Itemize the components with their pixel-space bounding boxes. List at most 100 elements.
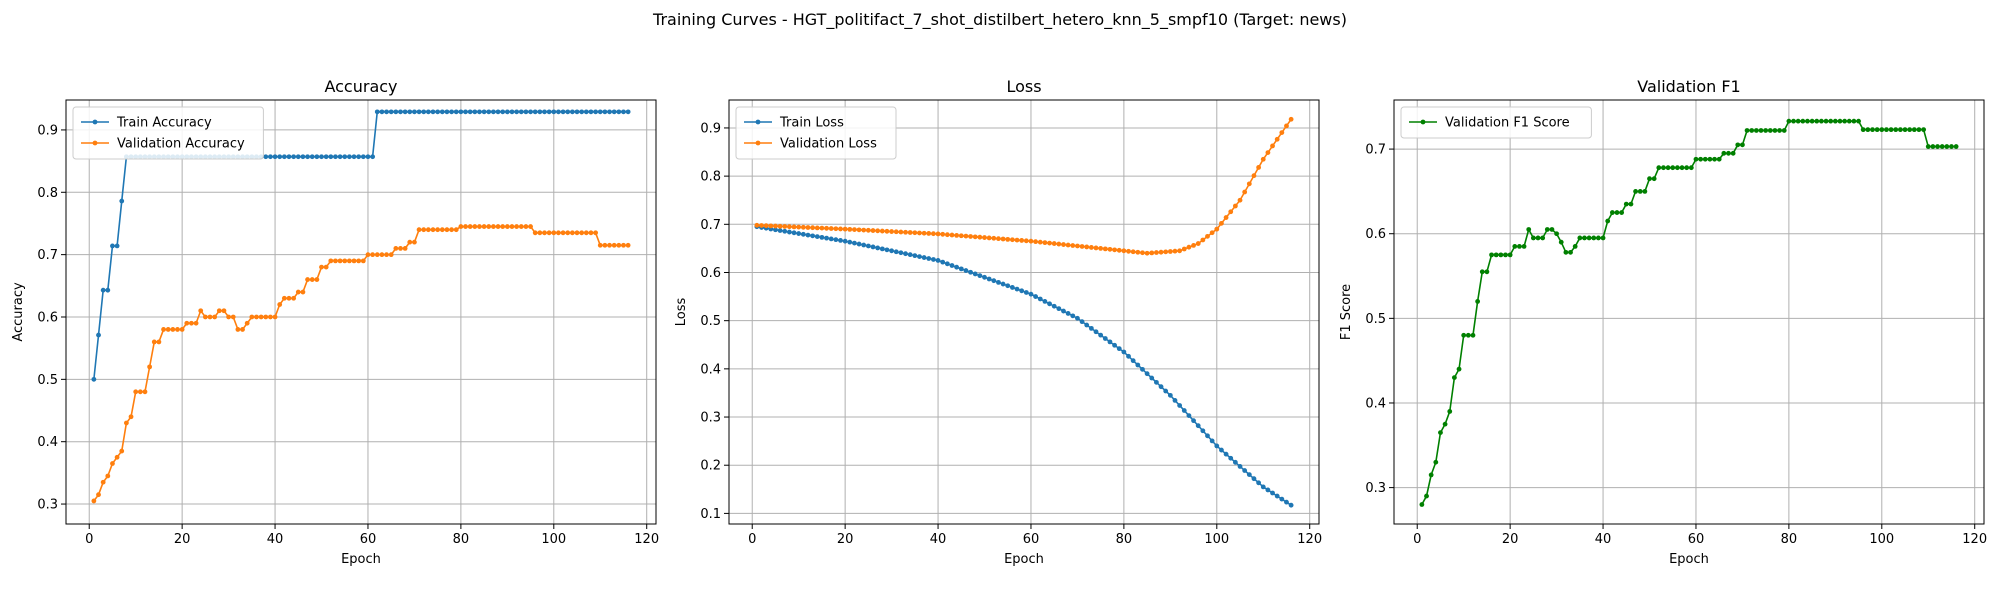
data-point: [1098, 246, 1104, 251]
data-point: [388, 252, 394, 258]
data-point: [1088, 245, 1094, 250]
data-point: [1242, 468, 1248, 473]
data-point: [1237, 464, 1243, 469]
data-point: [1870, 127, 1875, 133]
data-point: [1228, 209, 1234, 215]
data-point: [518, 224, 524, 229]
data-point: [828, 236, 834, 242]
data-point: [574, 109, 580, 115]
data-point: [782, 228, 788, 234]
data-point: [398, 246, 403, 251]
data-point: [1014, 286, 1020, 292]
data-point: [1902, 127, 1908, 133]
figure-suptitle: Training Curves - HGT_politifact_7_shot_…: [652, 10, 1347, 30]
data-point: [1735, 142, 1741, 148]
y-tick-label: 0.6: [1365, 227, 1386, 242]
x-axis-label: Epoch: [1669, 552, 1709, 567]
data-point: [786, 229, 792, 235]
data-point: [1605, 218, 1611, 224]
data-point: [1288, 502, 1294, 508]
data-point: [1805, 118, 1810, 124]
data-point: [500, 224, 506, 229]
data-point: [444, 109, 450, 115]
data-point: [1009, 237, 1015, 243]
data-point: [1517, 244, 1522, 249]
data-point: [305, 277, 310, 282]
data-point: [1623, 201, 1629, 207]
data-point: [1707, 156, 1713, 162]
data-point: [588, 109, 594, 115]
y-tick-label: 0.5: [1365, 312, 1386, 327]
data-point: [1563, 249, 1569, 255]
data-point: [393, 109, 399, 115]
data-point: [1061, 242, 1066, 247]
data-point: [100, 479, 106, 485]
data-point: [1042, 240, 1048, 246]
data-point: [1772, 128, 1778, 133]
data-point: [861, 242, 867, 248]
data-point: [240, 327, 245, 332]
data-point: [926, 231, 932, 236]
data-point: [907, 252, 913, 258]
data-point: [528, 109, 533, 115]
data-point: [1614, 210, 1620, 215]
data-point: [1535, 235, 1541, 241]
data-point: [518, 109, 524, 115]
data-point: [100, 287, 106, 293]
data-point: [1093, 329, 1099, 335]
data-point: [893, 229, 899, 235]
data-point: [879, 246, 885, 252]
data-point: [1921, 127, 1927, 133]
x-tick-label: 100: [1869, 532, 1894, 547]
data-point: [1786, 118, 1792, 124]
data-point: [1577, 235, 1583, 241]
data-point: [824, 225, 829, 231]
data-point: [763, 223, 769, 229]
data-point: [986, 276, 992, 282]
data-point: [1763, 128, 1769, 133]
data-point: [958, 266, 964, 272]
data-point: [1442, 421, 1448, 427]
data-point: [314, 154, 320, 160]
data-point: [1744, 128, 1750, 133]
data-point: [453, 109, 459, 115]
data-point: [1051, 241, 1057, 246]
data-point: [940, 259, 946, 265]
data-point: [921, 255, 927, 260]
data-point: [791, 230, 797, 236]
x-tick-label: 60: [1023, 532, 1040, 547]
data-point: [337, 154, 343, 160]
data-point: [1172, 248, 1178, 254]
data-point: [1916, 127, 1922, 133]
x-tick-label: 100: [541, 532, 566, 547]
chart-panel-accuracy: 0 20 40 60 80 100 120 0.3 0.4 0.5 0.6 0.7 0.8 0.9 Accu…: [11, 77, 659, 567]
data-point: [1753, 128, 1759, 133]
data-point: [333, 258, 338, 264]
data-point: [421, 227, 427, 233]
data-point: [365, 252, 371, 258]
data-point: [1033, 239, 1039, 245]
data-point: [463, 109, 468, 115]
data-point: [611, 242, 617, 248]
data-point: [1540, 235, 1546, 241]
data-point: [865, 227, 871, 233]
data-point: [1935, 144, 1940, 149]
data-point: [500, 109, 506, 115]
y-tick-label: 0.9: [700, 121, 721, 136]
data-point: [1107, 246, 1113, 252]
data-point: [1888, 127, 1894, 133]
data-point: [370, 154, 376, 160]
x-tick-label: 40: [1595, 532, 1612, 547]
data-point: [621, 242, 626, 248]
data-point: [1042, 299, 1048, 304]
data-point: [268, 314, 273, 320]
data-point: [542, 230, 547, 236]
data-point: [1456, 366, 1462, 372]
data-point: [602, 242, 608, 248]
data-point: [1154, 250, 1159, 255]
data-point: [1158, 384, 1164, 390]
data-point: [291, 295, 297, 301]
data-point: [982, 235, 987, 240]
data-point: [1619, 210, 1625, 215]
data-point: [1823, 118, 1829, 124]
